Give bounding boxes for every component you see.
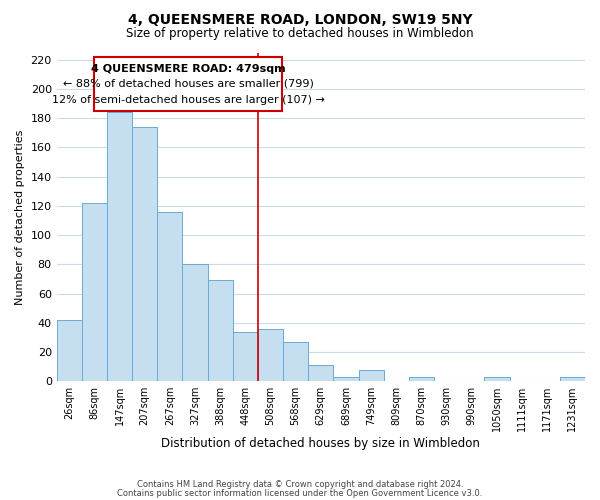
Bar [182, 264, 208, 381]
Bar [208, 280, 233, 381]
Bar [56, 320, 82, 381]
Bar [334, 377, 359, 381]
Text: Contains HM Land Registry data © Crown copyright and database right 2024.: Contains HM Land Registry data © Crown c… [137, 480, 463, 489]
Text: 12% of semi-detached houses are larger (107) →: 12% of semi-detached houses are larger (… [52, 95, 325, 105]
Bar [132, 127, 157, 381]
Bar [258, 328, 283, 381]
Bar [82, 203, 107, 381]
Bar [283, 342, 308, 381]
Text: Size of property relative to detached houses in Wimbledon: Size of property relative to detached ho… [126, 28, 474, 40]
Bar [560, 377, 585, 381]
Text: 4 QUEENSMERE ROAD: 479sqm: 4 QUEENSMERE ROAD: 479sqm [91, 64, 286, 74]
Bar [233, 332, 258, 381]
Bar [484, 377, 509, 381]
Text: Contains public sector information licensed under the Open Government Licence v3: Contains public sector information licen… [118, 488, 482, 498]
Bar [359, 370, 384, 381]
Text: 4, QUEENSMERE ROAD, LONDON, SW19 5NY: 4, QUEENSMERE ROAD, LONDON, SW19 5NY [128, 12, 472, 26]
Bar [157, 212, 182, 381]
Bar [107, 112, 132, 381]
Text: ← 88% of detached houses are smaller (799): ← 88% of detached houses are smaller (79… [62, 79, 314, 89]
Bar [308, 365, 334, 381]
Y-axis label: Number of detached properties: Number of detached properties [15, 129, 25, 304]
X-axis label: Distribution of detached houses by size in Wimbledon: Distribution of detached houses by size … [161, 437, 480, 450]
FancyBboxPatch shape [94, 57, 282, 111]
Bar [409, 377, 434, 381]
